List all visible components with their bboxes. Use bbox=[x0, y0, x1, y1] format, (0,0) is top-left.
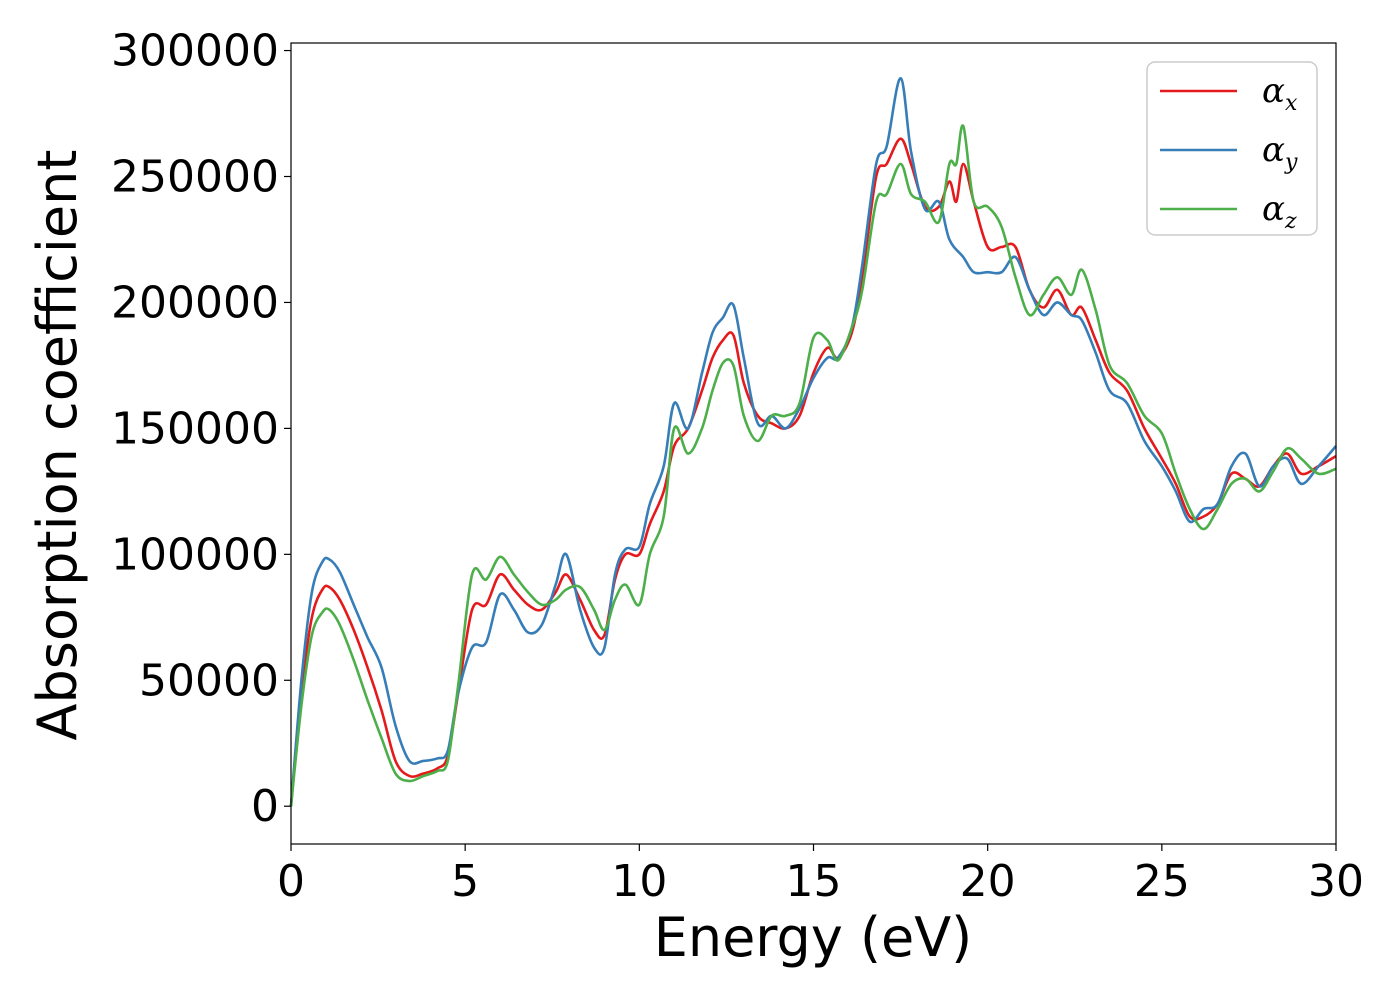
y-tick-label: 50000 bbox=[139, 655, 279, 706]
y-tick-label: 200000 bbox=[111, 277, 279, 328]
y-tick-label: 150000 bbox=[111, 403, 279, 454]
y-tick-label: 0 bbox=[251, 781, 279, 832]
y-tick-label: 100000 bbox=[111, 529, 279, 580]
y-tick-label: 250000 bbox=[111, 152, 279, 203]
x-axis-label: Energy (eV) bbox=[654, 906, 973, 969]
x-tick-label: 25 bbox=[1134, 856, 1190, 907]
x-tick-label: 20 bbox=[960, 856, 1016, 907]
series-layer bbox=[289, 76, 1337, 807]
x-tick-label: 15 bbox=[786, 856, 842, 907]
plot-frame bbox=[290, 42, 1337, 845]
y-axis-label: Absorption coefficient bbox=[26, 150, 89, 741]
x-tick-label: 10 bbox=[611, 856, 667, 907]
y-tick-label: 300000 bbox=[111, 26, 279, 77]
series-line-z bbox=[289, 124, 1337, 807]
series-line-y bbox=[289, 76, 1337, 807]
x-tick-label: 0 bbox=[277, 856, 305, 907]
x-tick-label: 5 bbox=[451, 856, 479, 907]
axis-layer: 0 5 10 15 20 25 30 0 50000 100000 150000 200000 2500… bbox=[111, 26, 1364, 907]
legend-box bbox=[1146, 61, 1318, 236]
x-tick-label: 30 bbox=[1308, 856, 1364, 907]
